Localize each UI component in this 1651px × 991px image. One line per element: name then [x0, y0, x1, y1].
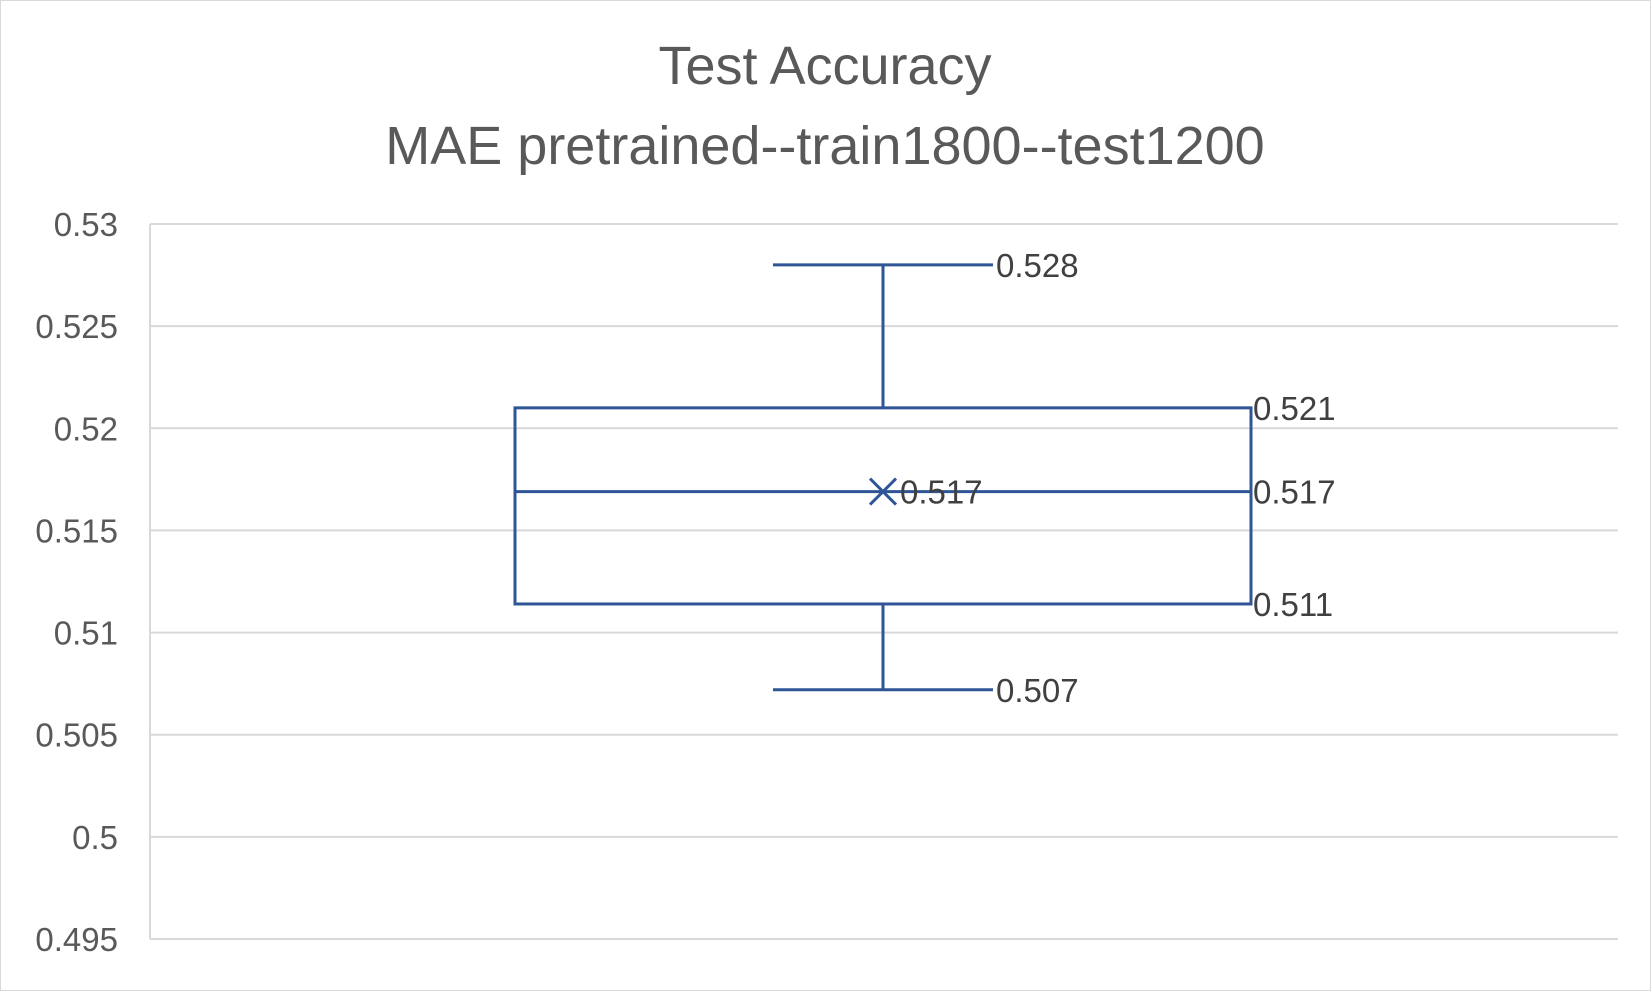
- y-tick-label: 0.51: [54, 615, 118, 652]
- y-tick-label: 0.505: [35, 717, 118, 754]
- interquartile-box: [513, 406, 1253, 606]
- y-tick-label: 0.5: [72, 819, 118, 856]
- y-axis-ticks: 0.53 0.525 0.52 0.515 0.51 0.505 0.5 0.495: [35, 206, 118, 958]
- chart-title: Test Accuracy: [658, 36, 991, 96]
- median-data-label: 0.517: [1253, 474, 1336, 511]
- q3-data-label: 0.521: [1253, 390, 1336, 427]
- chart-subtitle: MAE pretrained--train1800--test1200: [385, 116, 1264, 176]
- mean-data-label: 0.517: [900, 474, 983, 511]
- box-series: 0.528 0.521 0.517 0.517 0.511 0.507: [513, 247, 1336, 709]
- y-tick-label: 0.52: [54, 410, 118, 447]
- q1-data-label: 0.511: [1253, 586, 1333, 623]
- mean-marker-stroke-b: [868, 477, 898, 506]
- y-tick-label: 0.495: [35, 921, 118, 958]
- min-data-label: 0.507: [996, 672, 1079, 709]
- y-tick-label: 0.525: [35, 308, 118, 345]
- y-tick-label: 0.53: [54, 206, 118, 243]
- max-data-label: 0.528: [996, 247, 1079, 284]
- y-tick-label: 0.515: [35, 512, 118, 549]
